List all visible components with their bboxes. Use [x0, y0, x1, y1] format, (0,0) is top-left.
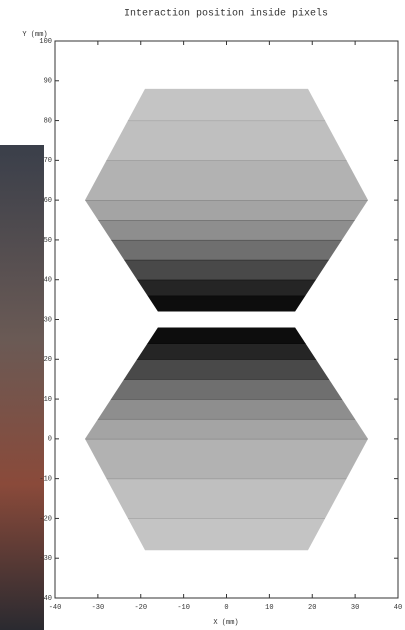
x-tick-label: 10	[265, 604, 273, 612]
y-tick-label: 10	[44, 396, 52, 404]
x-tick-label: -40	[49, 604, 62, 612]
y-tick-label: 60	[44, 197, 52, 205]
y-tick-label: 0	[48, 436, 52, 444]
density-band	[55, 160, 398, 200]
page: Interaction position inside pixels Y (mm…	[0, 0, 405, 630]
y-tick-label: 90	[44, 78, 52, 86]
x-tick-label: 40	[394, 604, 402, 612]
y-tick-label: 20	[44, 356, 52, 364]
density-band	[55, 439, 398, 479]
x-tick-label: 20	[308, 604, 316, 612]
y-tick-label: 40	[44, 277, 52, 285]
x-tick-label: 0	[224, 604, 228, 612]
y-tick-label: 50	[44, 237, 52, 245]
y-tick-label: 100	[39, 38, 52, 46]
y-tick-label: -40	[39, 595, 52, 603]
chart-title: Interaction position inside pixels	[124, 8, 328, 20]
x-tick-label: 30	[351, 604, 359, 612]
chart: Interaction position inside pixels Y (mm…	[0, 0, 405, 630]
y-tick-label: 80	[44, 117, 52, 125]
photo-strip	[0, 145, 44, 630]
y-tick-label: -10	[39, 475, 52, 483]
density-band	[55, 419, 398, 439]
y-tick-label: -30	[39, 555, 52, 563]
y-tick-label: 30	[44, 316, 52, 324]
y-tick-label: 70	[44, 157, 52, 165]
density-band	[55, 200, 398, 220]
x-tick-label: -30	[92, 604, 105, 612]
x-axis-label: X (mm)	[213, 619, 238, 627]
x-tick-label: -20	[134, 604, 147, 612]
x-tick-label: -10	[177, 604, 190, 612]
y-tick-label: -20	[39, 515, 52, 523]
